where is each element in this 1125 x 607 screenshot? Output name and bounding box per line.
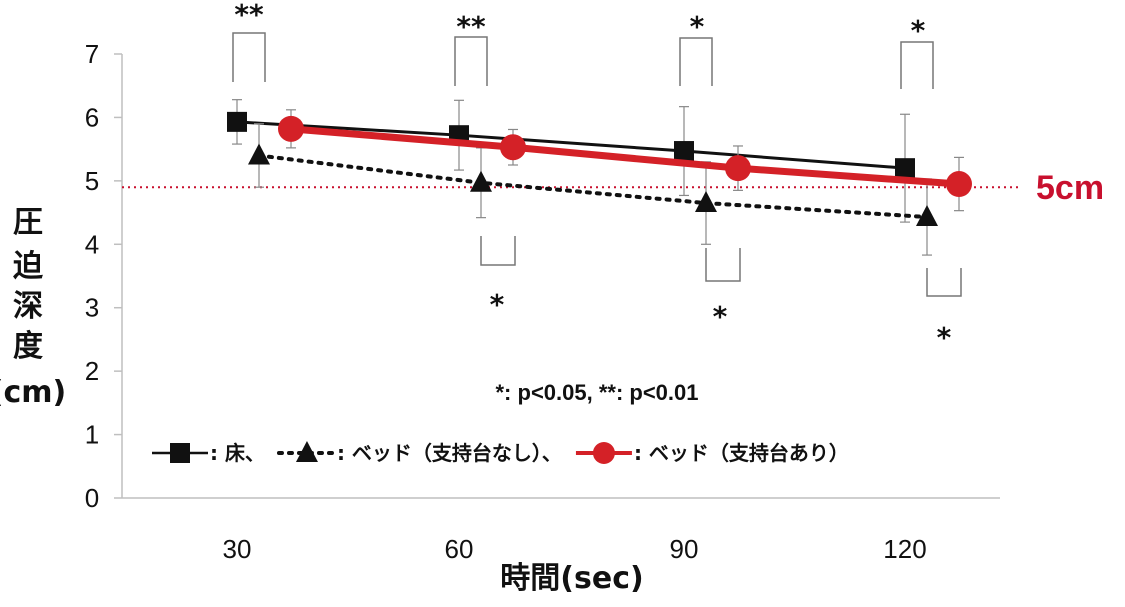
x-tick-label: 30 — [223, 534, 252, 564]
y-tick-label: 1 — [85, 420, 99, 450]
data-point — [674, 141, 694, 162]
y-axis-title-char: (cm) — [0, 375, 66, 410]
significance-bracket-top — [232, 32, 266, 82]
data-point — [946, 171, 972, 198]
significance-marker-top: * — [911, 14, 926, 47]
significance-bracket-top — [679, 37, 713, 86]
reference-line-group: 5cm — [122, 169, 1104, 207]
significance-marker-top: ** — [234, 0, 264, 31]
significance-marker-top: ** — [456, 10, 486, 43]
legend-label: : ベッド（支持台あり） — [634, 441, 849, 465]
series-group — [227, 99, 972, 256]
legend-label: : 床、 — [210, 441, 265, 465]
axes: 0 1 2 3 4 5 6 7 30 60 90 120 — [85, 39, 1000, 564]
y-tick-label: 0 — [85, 483, 99, 513]
y-tick-label: 3 — [85, 293, 99, 323]
data-point — [470, 170, 492, 192]
significance-brackets: ** ** * ** ** — [232, 0, 962, 354]
x-tick-label: 60 — [445, 534, 474, 564]
reference-line-label: 5cm — [1036, 169, 1104, 207]
x-tick-label: 90 — [670, 534, 699, 564]
significance-marker-bottom: * — [490, 288, 505, 321]
significance-bracket-bottom — [705, 248, 741, 282]
significance-marker-top: * — [690, 10, 705, 43]
legend-marker — [592, 442, 615, 464]
legend-label: : ベッド（支持台なし）、 — [337, 441, 562, 465]
x-axis-title: 時間(sec) — [500, 561, 643, 596]
series-bed_with_support — [278, 109, 972, 212]
data-point — [500, 134, 526, 161]
data-point — [895, 158, 915, 179]
data-point — [916, 205, 938, 227]
y-axis-title-char: 迫 — [13, 249, 44, 284]
y-axis-title-char: 圧 — [13, 205, 43, 240]
x-tick-label: 120 — [883, 534, 926, 564]
y-tick-label: 5 — [85, 166, 99, 196]
series-floor — [227, 99, 915, 223]
y-tick-label: 6 — [85, 102, 99, 132]
series-line — [236, 120, 906, 170]
series-line — [257, 153, 929, 220]
significance-bracket-top — [454, 36, 488, 86]
data-point — [227, 111, 247, 132]
legend-marker — [170, 443, 190, 463]
significance-marker-bottom: * — [713, 300, 728, 333]
significance-bracket-bottom — [926, 268, 962, 297]
data-point — [695, 191, 717, 213]
data-point — [725, 155, 751, 182]
significance-note: *: p<0.05, **: p<0.01 — [496, 380, 699, 405]
y-axis-title-char: 深 — [13, 289, 43, 324]
legend: : 床、 : ベッド（支持台なし）、 : ベッド（支持台あり） — [152, 441, 849, 465]
y-tick-label: 2 — [85, 356, 99, 386]
data-point — [278, 115, 304, 142]
y-tick-label: 7 — [85, 39, 99, 69]
legend-marker — [295, 441, 318, 462]
significance-bracket-top — [900, 41, 934, 89]
significance-marker-bottom: * — [937, 321, 952, 354]
data-point — [248, 143, 270, 165]
significance-bracket-bottom — [480, 236, 516, 266]
series-line — [290, 125, 960, 188]
series-bed_no_support — [248, 123, 938, 256]
y-axis-title-char: 度 — [13, 329, 43, 364]
y-tick-label: 4 — [85, 229, 99, 259]
